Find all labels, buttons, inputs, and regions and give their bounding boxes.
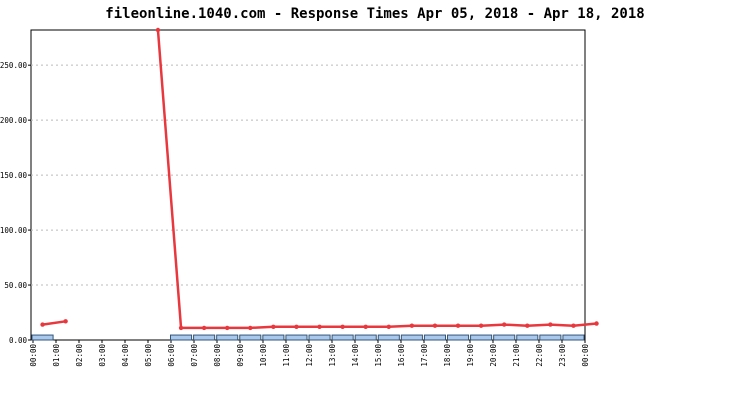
point <box>571 323 576 328</box>
bar <box>562 334 585 341</box>
point <box>63 319 68 324</box>
point <box>225 325 230 331</box>
x-tick-label: 02:00 <box>75 344 84 367</box>
x-tick-label: 21:00 <box>512 344 521 367</box>
bar <box>539 334 562 341</box>
y-tick-label: 150.00 <box>0 171 27 180</box>
bar <box>354 334 377 341</box>
x-tick-label: 03:00 <box>98 344 107 367</box>
x-tick-label: 23:00 <box>558 344 567 367</box>
point <box>294 324 299 330</box>
bar <box>493 334 516 341</box>
bar <box>331 334 354 341</box>
y-tick-label: 0.00 <box>9 336 28 345</box>
point <box>178 325 184 331</box>
point <box>594 321 599 326</box>
point <box>502 322 507 327</box>
point <box>317 324 322 330</box>
x-tick-label: 01:00 <box>52 344 61 367</box>
bar <box>470 334 493 341</box>
x-tick-label: 11:00 <box>282 344 291 367</box>
x-tick-label: 10:00 <box>259 344 268 367</box>
bar <box>262 334 285 341</box>
bar <box>516 334 539 341</box>
point <box>201 325 207 331</box>
x-tick-label: 19:00 <box>466 344 475 367</box>
point <box>248 325 253 331</box>
point <box>155 27 161 33</box>
y-tick-label: 50.00 <box>4 281 27 290</box>
bar <box>285 334 308 341</box>
bar <box>400 334 423 341</box>
y-tick-label: 250.00 <box>0 61 27 70</box>
x-tick-label: 09:00 <box>236 344 245 367</box>
x-tick-label: 07:00 <box>190 344 199 367</box>
point <box>340 324 345 330</box>
x-tick-label: 08:00 <box>213 344 222 367</box>
plot-area <box>30 29 586 341</box>
bar <box>216 334 239 341</box>
bar <box>31 334 54 341</box>
bar <box>423 334 446 341</box>
chart-title: fileonline.1040.com - Response Times Apr… <box>105 6 644 22</box>
point <box>548 322 553 327</box>
x-tick-label: 00:00 <box>581 344 590 367</box>
x-tick-label: 18:00 <box>443 344 452 367</box>
bar <box>377 334 400 341</box>
x-tick-label: 14:00 <box>351 344 360 367</box>
bar <box>239 334 262 341</box>
point <box>432 323 438 328</box>
point <box>271 324 276 330</box>
bar <box>447 334 470 341</box>
x-tick-label: 20:00 <box>489 344 498 367</box>
bar <box>170 334 193 341</box>
x-tick-label: 17:00 <box>420 344 429 367</box>
line <box>42 29 597 330</box>
x-tick-label: 15:00 <box>374 344 383 367</box>
bar <box>193 334 216 341</box>
x-tick-label: 16:00 <box>397 344 406 367</box>
point <box>409 323 415 328</box>
x-tick-label: 00:00 <box>29 344 38 367</box>
bar <box>308 334 331 341</box>
y-tick-label: 200.00 <box>0 116 27 125</box>
x-tick-label: 06:00 <box>167 344 176 367</box>
point <box>40 322 45 327</box>
point <box>363 324 368 330</box>
x-tick-label: 22:00 <box>535 344 544 367</box>
point <box>478 323 484 328</box>
x-tick-label: 04:00 <box>121 344 130 367</box>
point <box>386 324 391 330</box>
point <box>455 323 461 328</box>
x-tick-label: 05:00 <box>144 344 153 367</box>
x-tick-label: 13:00 <box>328 344 337 367</box>
point <box>525 323 530 328</box>
x-tick-label: 12:00 <box>305 344 314 367</box>
y-tick-label: 100.00 <box>0 226 27 235</box>
